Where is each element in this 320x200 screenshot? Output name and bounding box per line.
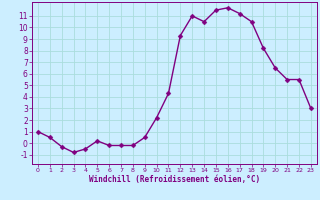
X-axis label: Windchill (Refroidissement éolien,°C): Windchill (Refroidissement éolien,°C) (89, 175, 260, 184)
